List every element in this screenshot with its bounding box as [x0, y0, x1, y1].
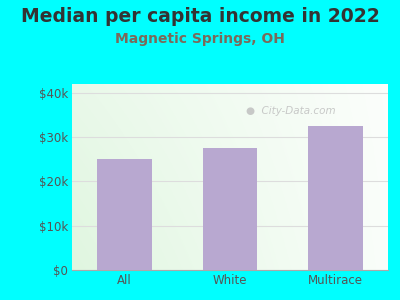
- Bar: [308, 126, 363, 270]
- Text: Median per capita income in 2022: Median per capita income in 2022: [21, 8, 379, 26]
- Text: ●  City-Data.com: ● City-Data.com: [246, 106, 336, 116]
- Text: Magnetic Springs, OH: Magnetic Springs, OH: [115, 32, 285, 46]
- Bar: [203, 148, 257, 270]
- Bar: [97, 159, 152, 270]
